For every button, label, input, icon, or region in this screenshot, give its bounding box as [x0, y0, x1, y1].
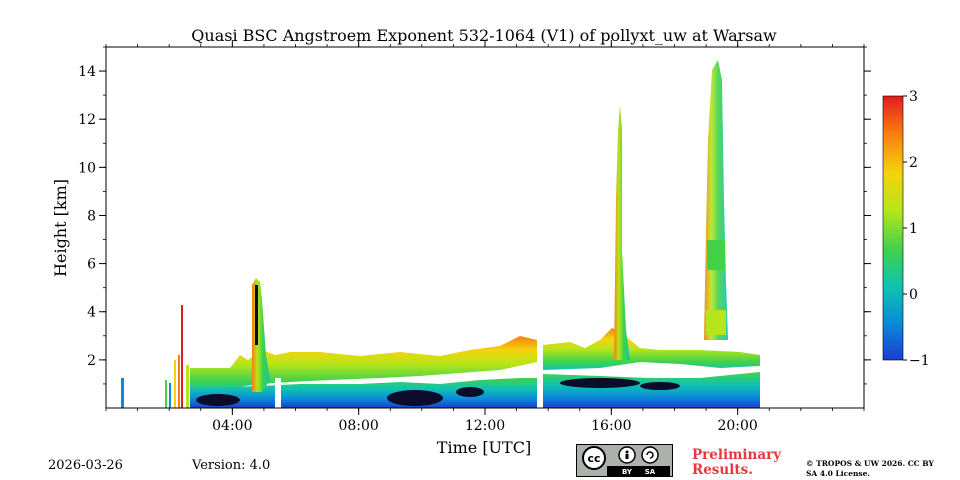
x-tick-label: 04:00 — [212, 418, 252, 434]
plume-1930-core — [707, 240, 725, 270]
dark-patch — [456, 387, 484, 397]
x-tick-label: 08:00 — [338, 418, 378, 434]
colorbar-tick-label: 1 — [909, 221, 918, 237]
data-gap — [275, 378, 281, 408]
colorbar-tick-label: 3 — [909, 89, 918, 105]
y-tick-label: 4 — [87, 305, 96, 321]
colorbar-tick-label: −1 — [909, 353, 930, 369]
y-axis-label: Height [km] — [51, 179, 70, 277]
copyright-notice: © TROPOS & UW 2026. CC BY SA 4.0 License… — [806, 459, 934, 478]
data-gap — [537, 330, 543, 408]
afternoon-upper-layer-2 — [543, 328, 760, 370]
plume-0500-core — [255, 285, 258, 345]
y-tick-label: 10 — [78, 160, 96, 176]
colorbar-tick-label: 0 — [909, 287, 918, 303]
dark-patch — [196, 394, 240, 406]
cc-icon — [582, 446, 606, 470]
svg-text:BY: BY — [622, 468, 633, 476]
svg-text:SA: SA — [645, 468, 656, 476]
chart-title: Quasi BSC Angstroem Exponent 532-1064 (V… — [191, 26, 777, 45]
plume-0500 — [252, 278, 270, 392]
y-tick-label: 2 — [87, 353, 96, 369]
y-axis: 2 4 6 8 10 12 14 — [78, 46, 871, 385]
x-tick-label: 20:00 — [717, 418, 757, 434]
x-tick-label: 16:00 — [591, 418, 631, 434]
cc-license-badge: cc BY SA — [576, 444, 673, 477]
dark-patch — [560, 378, 640, 388]
early-bars — [165, 380, 167, 408]
svg-text:cc: cc — [587, 452, 600, 465]
y-tick-label: 12 — [78, 112, 96, 128]
sa-icon — [641, 446, 659, 464]
early-bars — [181, 305, 183, 408]
x-axis: 04:00 08:00 12:00 16:00 20:00 — [105, 40, 865, 434]
dark-patch — [640, 382, 680, 390]
footer-date: 2026-03-26 — [48, 458, 123, 473]
preliminary-label: Preliminary Results. — [692, 447, 782, 478]
plume-1930-core — [706, 310, 726, 335]
y-tick-label: 6 — [87, 257, 96, 273]
early-bars — [178, 355, 180, 408]
colorbar-ticks: 3 2 1 0 −1 — [903, 89, 930, 369]
footer-version: Version: 4.0 — [192, 458, 271, 473]
boundary-layer-2 — [543, 372, 760, 408]
early-bars — [174, 360, 176, 408]
early-bars — [186, 365, 189, 408]
early-bars — [121, 378, 124, 408]
x-tick-label: 12:00 — [465, 418, 505, 434]
early-bars — [169, 383, 171, 408]
plume-1615 — [614, 105, 630, 360]
colorbar — [882, 95, 904, 361]
plot-area — [121, 60, 760, 408]
plume-1930 — [704, 60, 728, 340]
dark-patch — [387, 390, 443, 406]
y-tick-label: 14 — [78, 64, 96, 80]
colorbar-tick-label: 2 — [909, 155, 918, 171]
x-axis-label: Time [UTC] — [437, 438, 531, 457]
y-tick-label: 8 — [87, 208, 96, 224]
